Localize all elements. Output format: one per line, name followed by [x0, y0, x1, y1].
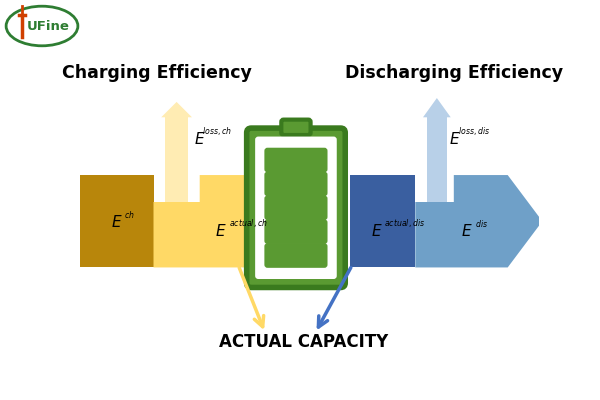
Text: $E$: $E$ [461, 223, 473, 239]
Polygon shape [415, 175, 542, 268]
Text: $E$: $E$ [111, 214, 122, 230]
FancyBboxPatch shape [265, 172, 328, 196]
Text: ACTUAL CAPACITY: ACTUAL CAPACITY [219, 333, 388, 351]
Text: $^{ch}$: $^{ch}$ [124, 211, 135, 221]
Polygon shape [423, 98, 451, 117]
Polygon shape [154, 175, 342, 268]
Text: Discharging Efficiency: Discharging Efficiency [345, 64, 563, 82]
Polygon shape [80, 175, 154, 268]
Text: $E$: $E$ [449, 131, 461, 147]
FancyBboxPatch shape [265, 148, 328, 172]
Polygon shape [165, 117, 188, 202]
FancyBboxPatch shape [281, 120, 311, 135]
FancyBboxPatch shape [255, 136, 337, 279]
Polygon shape [161, 102, 192, 117]
Text: $^{actual,ch}$: $^{actual,ch}$ [229, 220, 268, 230]
FancyBboxPatch shape [265, 243, 328, 268]
Text: $^{actual,dis}$: $^{actual,dis}$ [385, 220, 425, 230]
FancyBboxPatch shape [265, 196, 328, 220]
Text: $^{loss,dis}$: $^{loss,dis}$ [458, 128, 491, 138]
Text: $^{loss,ch}$: $^{loss,ch}$ [202, 128, 232, 138]
Text: $E$: $E$ [215, 223, 227, 239]
Polygon shape [427, 117, 447, 202]
FancyBboxPatch shape [247, 128, 345, 288]
Text: $E$: $E$ [371, 223, 383, 239]
Text: UFine: UFine [27, 20, 70, 32]
Text: $E$: $E$ [194, 131, 205, 147]
Text: $^{dis}$: $^{dis}$ [475, 220, 488, 230]
Text: Charging Efficiency: Charging Efficiency [62, 64, 252, 82]
Polygon shape [350, 175, 415, 268]
FancyBboxPatch shape [265, 219, 328, 244]
